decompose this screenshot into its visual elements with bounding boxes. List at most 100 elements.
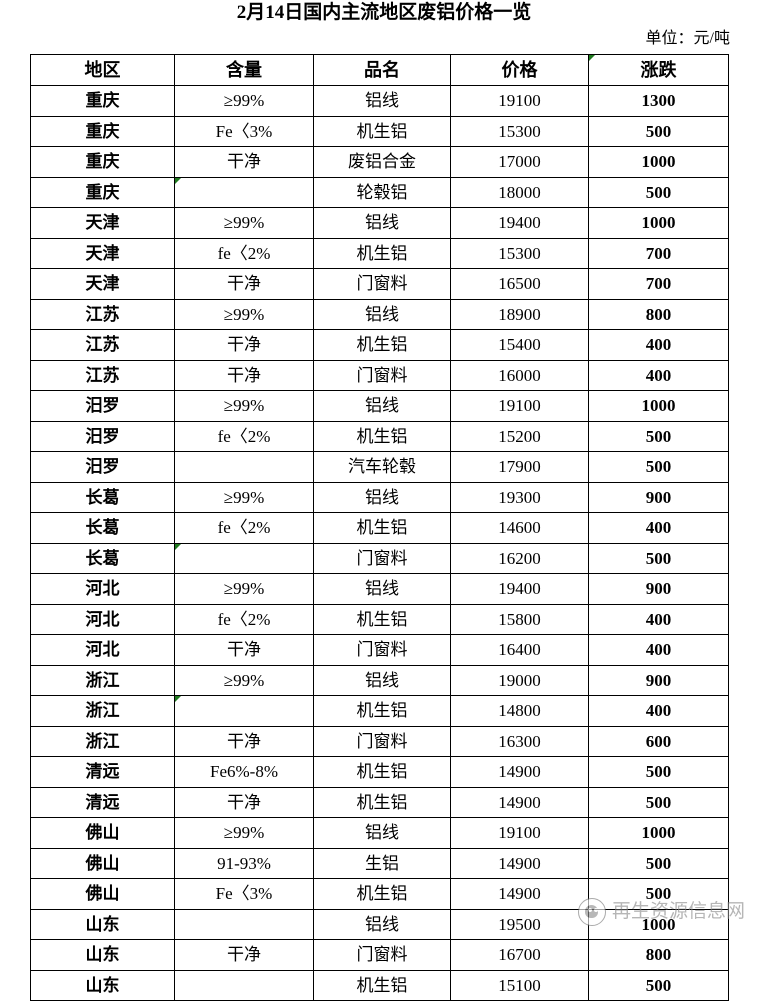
cell-price: 14900	[450, 847, 589, 879]
table-row: 长葛 门窗料 16200 500	[30, 542, 729, 574]
cell-product: 门窗料	[313, 939, 451, 971]
cell-change: 600	[588, 725, 729, 757]
cell-region: 长葛	[30, 481, 175, 513]
cell-price: 15400	[450, 329, 589, 361]
scrap-aluminum-price-table: 地区 含量 品名 价格 涨跌 重庆 ≥99% 铝线 19100 1300 重庆 Fe〈3% 机…	[30, 54, 729, 1001]
cell-price: 19100	[450, 85, 589, 117]
cell-region: 汨罗	[30, 390, 175, 422]
column-header-product: 品名	[313, 54, 451, 86]
cell-content	[174, 176, 314, 208]
unit-note: 单位：元/吨	[645, 30, 730, 47]
cell-price: 15300	[450, 237, 589, 269]
cell-region: 重庆	[30, 115, 175, 147]
cell-product: 汽车轮毂	[313, 451, 451, 483]
cell-region: 重庆	[30, 146, 175, 178]
cell-change: 500	[588, 969, 729, 1001]
cell-price: 18000	[450, 176, 589, 208]
cell-product: 机生铝	[313, 115, 451, 147]
cell-content: 干净	[174, 634, 314, 666]
cell-product: 铝线	[313, 908, 451, 940]
cell-content: fe〈2%	[174, 603, 314, 635]
cell-region: 佛山	[30, 878, 175, 910]
cell-region: 汨罗	[30, 420, 175, 452]
cell-content: ≥99%	[174, 390, 314, 422]
table-row: 山东 铝线 19500 1000	[30, 908, 729, 940]
cell-region: 山东	[30, 969, 175, 1001]
cell-product: 门窗料	[313, 542, 451, 574]
cell-product: 机生铝	[313, 878, 451, 910]
cell-content: 干净	[174, 359, 314, 391]
cell-change: 500	[588, 756, 729, 788]
cell-change: 500	[588, 786, 729, 818]
cell-product: 铝线	[313, 207, 451, 239]
cell-price: 18900	[450, 298, 589, 330]
table-row: 江苏 干净 门窗料 16000 400	[30, 359, 729, 391]
cell-product: 铝线	[313, 817, 451, 849]
cell-region: 山东	[30, 908, 175, 940]
cell-change: 400	[588, 512, 729, 544]
table-row: 汨罗 汽车轮毂 17900 500	[30, 451, 729, 483]
cell-product: 门窗料	[313, 634, 451, 666]
cell-region: 长葛	[30, 542, 175, 574]
cell-change: 900	[588, 664, 729, 696]
cell-price: 16500	[450, 268, 589, 300]
cell-change: 500	[588, 115, 729, 147]
cell-price: 15800	[450, 603, 589, 635]
cell-region: 浙江	[30, 695, 175, 727]
table-row: 佛山 ≥99% 铝线 19100 1000	[30, 817, 729, 849]
cell-region: 清远	[30, 756, 175, 788]
table-row: 河北 干净 门窗料 16400 400	[30, 634, 729, 666]
cell-content: Fe〈3%	[174, 115, 314, 147]
table-row: 山东 干净 门窗料 16700 800	[30, 939, 729, 971]
cell-price: 19100	[450, 390, 589, 422]
table-row: 重庆 干净 废铝合金 17000 1000	[30, 146, 729, 178]
cell-change: 400	[588, 359, 729, 391]
cell-change: 1000	[588, 207, 729, 239]
cell-price: 19300	[450, 481, 589, 513]
table-row: 长葛 fe〈2% 机生铝 14600 400	[30, 512, 729, 544]
cell-product: 铝线	[313, 481, 451, 513]
cell-region: 佛山	[30, 817, 175, 849]
cell-product: 机生铝	[313, 329, 451, 361]
cell-region: 长葛	[30, 512, 175, 544]
table-row: 浙江 干净 门窗料 16300 600	[30, 725, 729, 757]
cell-product: 铝线	[313, 573, 451, 605]
cell-change: 1000	[588, 817, 729, 849]
cell-content	[174, 908, 314, 940]
table-row: 佛山 91-93% 生铝 14900 500	[30, 847, 729, 879]
cell-change: 1300	[588, 85, 729, 117]
cell-region: 河北	[30, 634, 175, 666]
cell-content: 干净	[174, 725, 314, 757]
cell-content: 干净	[174, 786, 314, 818]
cell-change: 500	[588, 176, 729, 208]
cell-price: 15100	[450, 969, 589, 1001]
cell-product: 机生铝	[313, 237, 451, 269]
cell-change: 1000	[588, 390, 729, 422]
column-header-price: 价格	[450, 54, 589, 86]
cell-change: 400	[588, 695, 729, 727]
cell-change: 400	[588, 329, 729, 361]
cell-change: 400	[588, 634, 729, 666]
cell-product: 铝线	[313, 390, 451, 422]
cell-content: ≥99%	[174, 573, 314, 605]
cell-region: 汨罗	[30, 451, 175, 483]
cell-change: 500	[588, 542, 729, 574]
cell-product: 生铝	[313, 847, 451, 879]
table-row: 江苏 ≥99% 铝线 18900 800	[30, 298, 729, 330]
cell-product: 铝线	[313, 664, 451, 696]
cell-region: 重庆	[30, 176, 175, 208]
table-row: 天津 干净 门窗料 16500 700	[30, 268, 729, 300]
cell-content	[174, 695, 314, 727]
table-row: 长葛 ≥99% 铝线 19300 900	[30, 481, 729, 513]
cell-price: 16700	[450, 939, 589, 971]
cell-content	[174, 451, 314, 483]
cell-price: 19400	[450, 573, 589, 605]
cell-region: 江苏	[30, 359, 175, 391]
cell-price: 15300	[450, 115, 589, 147]
table-row: 河北 ≥99% 铝线 19400 900	[30, 573, 729, 605]
cell-price: 19100	[450, 817, 589, 849]
cell-product: 机生铝	[313, 420, 451, 452]
cell-price: 14900	[450, 756, 589, 788]
cell-content: ≥99%	[174, 664, 314, 696]
cell-change: 1000	[588, 146, 729, 178]
